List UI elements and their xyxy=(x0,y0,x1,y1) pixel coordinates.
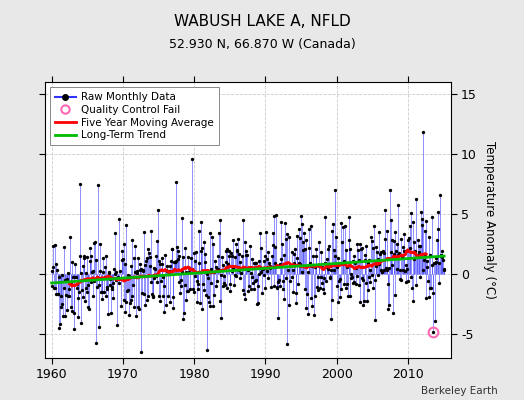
Text: WABUSH LAKE A, NFLD: WABUSH LAKE A, NFLD xyxy=(173,14,351,29)
Legend: Raw Monthly Data, Quality Control Fail, Five Year Moving Average, Long-Term Tren: Raw Monthly Data, Quality Control Fail, … xyxy=(50,87,219,146)
Text: 52.930 N, 66.870 W (Canada): 52.930 N, 66.870 W (Canada) xyxy=(169,38,355,51)
Text: Berkeley Earth: Berkeley Earth xyxy=(421,386,498,396)
Y-axis label: Temperature Anomaly (°C): Temperature Anomaly (°C) xyxy=(483,141,496,299)
